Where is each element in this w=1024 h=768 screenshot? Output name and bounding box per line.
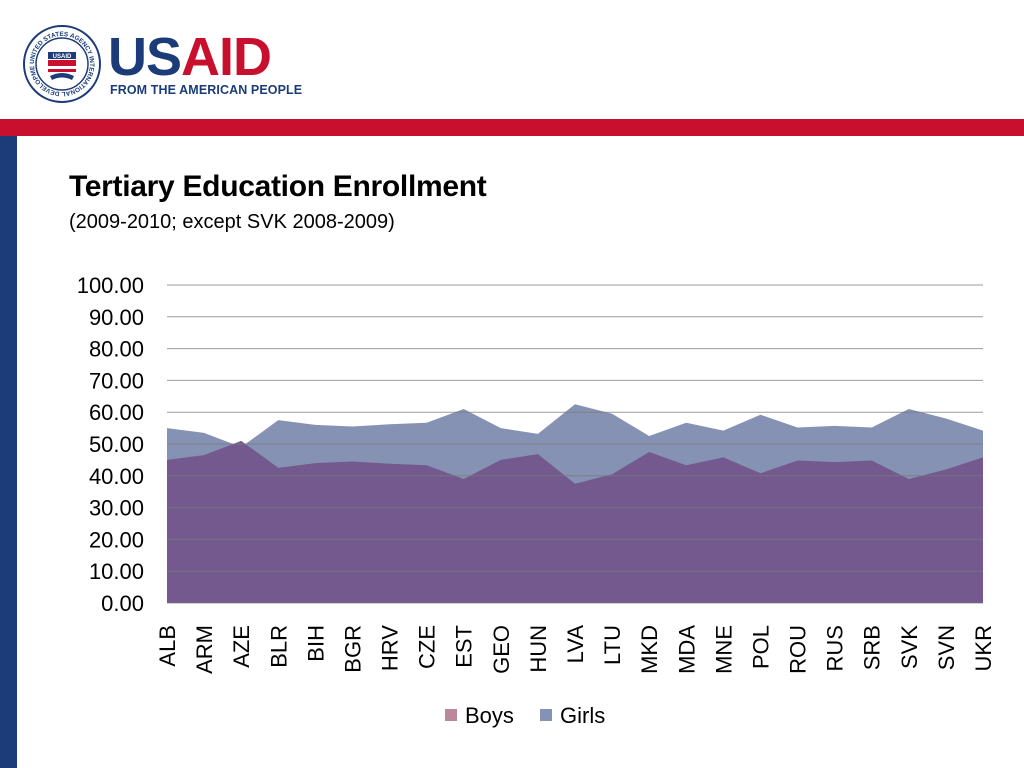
y-tick-label: 40.00 bbox=[89, 464, 144, 489]
y-tick-label: 10.00 bbox=[89, 559, 144, 584]
x-tick-label: HRV bbox=[378, 625, 403, 671]
y-tick-label: 100.00 bbox=[77, 273, 144, 298]
x-tick-label: ALB bbox=[155, 625, 180, 667]
x-tick-label: POL bbox=[748, 625, 773, 669]
x-tick-label: LVA bbox=[563, 625, 588, 664]
x-tick-label: BGR bbox=[340, 625, 365, 673]
seal-label: USAID bbox=[53, 54, 72, 60]
y-tick-label: 60.00 bbox=[89, 400, 144, 425]
x-tick-label: CZE bbox=[415, 625, 440, 669]
x-tick-label: EST bbox=[452, 625, 477, 668]
left-blue-band bbox=[0, 136, 17, 768]
y-tick-label: 90.00 bbox=[89, 305, 144, 330]
y-tick-label: 20.00 bbox=[89, 527, 144, 552]
x-tick-label: MNE bbox=[711, 625, 736, 674]
legend-label: Girls bbox=[560, 703, 605, 728]
x-tick-label: GEO bbox=[489, 625, 514, 674]
x-tick-label: BLR bbox=[266, 625, 291, 668]
x-tick-label: BIH bbox=[303, 625, 328, 662]
x-tick-label: AZE bbox=[229, 625, 254, 668]
x-tick-label: LTU bbox=[600, 625, 625, 665]
x-tick-label: ARM bbox=[192, 625, 217, 674]
x-tick-label: SVN bbox=[934, 625, 959, 670]
x-tick-label: UKR bbox=[971, 625, 996, 671]
y-tick-label: 50.00 bbox=[89, 432, 144, 457]
x-tick-label: SVK bbox=[897, 625, 922, 669]
chart-subtitle: (2009-2010; except SVK 2008-2009) bbox=[69, 211, 395, 233]
x-tick-label: ROU bbox=[786, 625, 811, 674]
y-tick-label: 0.00 bbox=[101, 591, 144, 616]
x-tick-label: RUS bbox=[823, 625, 848, 671]
x-tick-label: MDA bbox=[674, 625, 699, 674]
x-tick-label: SRB bbox=[860, 625, 885, 670]
legend-label: Boys bbox=[465, 703, 514, 728]
usaid-seal-icon: UNITED STATES AGENCY INTERNATIONAL DEVEL… bbox=[22, 24, 101, 103]
y-tick-label: 70.00 bbox=[89, 368, 144, 393]
x-tick-label: MKD bbox=[637, 625, 662, 674]
y-tick-label: 30.00 bbox=[89, 496, 144, 521]
usaid-tagline: FROM THE AMERICAN PEOPLE bbox=[110, 83, 303, 97]
usaid-wordmark: USAID bbox=[108, 27, 272, 87]
legend-swatch bbox=[445, 709, 457, 721]
chart-title: Tertiary Education Enrollment bbox=[69, 170, 487, 203]
x-tick-label: HUN bbox=[526, 625, 551, 673]
y-tick-label: 80.00 bbox=[89, 337, 144, 362]
legend-swatch bbox=[540, 709, 552, 721]
header-red-band bbox=[0, 119, 1024, 136]
series-area-boys bbox=[167, 440, 983, 603]
